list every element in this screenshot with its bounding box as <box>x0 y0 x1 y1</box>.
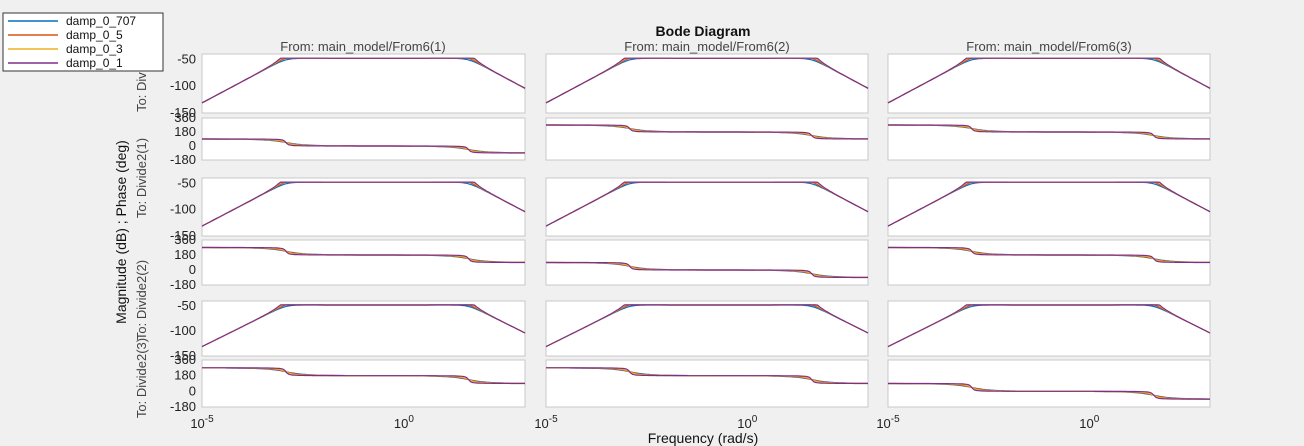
column-title-3: From: main_model/From6(3) <box>966 39 1131 54</box>
x-axis-label: Frequency (rad/s) <box>648 430 758 446</box>
magnitude-line-damp_0_1-r2-c1 <box>201 181 526 227</box>
magnitude-line-damp_0_1-r3-c2 <box>545 304 869 348</box>
magnitude-line-damp_0_1-r1-c3 <box>887 57 1211 104</box>
phase-ytick-label-r2: 0 <box>189 262 196 277</box>
phase-line-damp_0_1-r1-c3 <box>888 124 1210 140</box>
magnitude-line-damp_0_1-r3-c1 <box>201 304 526 348</box>
magnitude-ytick-label-r2: -150 <box>170 228 196 243</box>
column-title-2: From: main_model/From6(2) <box>624 39 789 54</box>
magnitude-ytick-label-r3: -50 <box>177 298 196 313</box>
x-tick-label-c3: 10-5 <box>876 414 900 431</box>
row-label-2: To: Divide2(1) <box>134 138 149 218</box>
x-tick-label-c1: 10-5 <box>190 414 214 431</box>
phase-line-damp_0_1-r3-c3 <box>888 382 1210 400</box>
magnitude-axes-r3-c1 <box>201 300 526 357</box>
phase-ytick-label-r3: 0 <box>189 383 196 398</box>
phase-ytick-label-r1: -180 <box>170 152 196 167</box>
x-tick-label-c2: 10-5 <box>534 414 558 431</box>
magnitude-axes-r2-c2 <box>545 177 869 237</box>
phase-ytick-label-r1: 360 <box>174 110 196 125</box>
magnitude-line-damp_0_1-r1-c1 <box>201 57 526 104</box>
phase-ytick-label-r3: 180 <box>174 368 196 383</box>
magnitude-ytick-label-r2: -50 <box>177 175 196 190</box>
magnitude-ytick-label-r3: -100 <box>170 323 196 338</box>
chart-title: Bode Diagram <box>656 23 751 39</box>
phase-line-damp_0_1-r3-c1 <box>202 367 525 385</box>
phase-line-damp_0_1-r3-c2 <box>546 367 868 385</box>
x-tick-label-c3: 100 <box>1079 414 1099 431</box>
magnitude-line-damp_0_1-r2-c2 <box>545 181 869 227</box>
magnitude-ytick-label-r2: -100 <box>170 202 196 217</box>
legend-label-damp_0_3: damp_0_3 <box>66 42 123 56</box>
phase-ytick-label-r2: 360 <box>174 232 196 247</box>
y-axis-label: Magnitude (dB) ; Phase (deg) <box>113 140 129 324</box>
phase-line-damp_0_1-r1-c1 <box>202 138 525 154</box>
legend-label-damp_0_707: damp_0_707 <box>66 14 136 28</box>
phase-line-damp_0_1-r1-c2 <box>546 124 868 140</box>
row-label-3: To: Divide2(2) <box>134 260 149 340</box>
magnitude-axes-r1-c1 <box>201 53 526 114</box>
magnitude-line-damp_0_1-r2-c3 <box>887 181 1211 227</box>
phase-line-damp_0_1-r2-c1 <box>202 246 525 264</box>
magnitude-ytick-label-r1: -100 <box>170 78 196 93</box>
row-label-1: To: Divid <box>134 62 149 112</box>
magnitude-axes-r1-c2 <box>545 53 869 114</box>
magnitude-axes-r1-c3 <box>887 53 1211 114</box>
x-tick-label-c2: 100 <box>737 414 757 431</box>
magnitude-axes-r2-c1 <box>201 177 526 237</box>
phase-ytick-label-r2: 180 <box>174 247 196 262</box>
row-label-4: To: Divide2(3) <box>134 338 149 418</box>
x-tick-label-c1: 100 <box>394 414 414 431</box>
magnitude-ytick-label-r1: -50 <box>177 51 196 66</box>
phase-line-damp_0_1-r2-c2 <box>546 261 868 279</box>
phase-ytick-label-r2: -180 <box>170 277 196 292</box>
magnitude-line-damp_0_1-r1-c2 <box>545 57 869 104</box>
magnitude-ytick-label-r1: -150 <box>170 105 196 120</box>
magnitude-axes-r3-c3 <box>887 300 1211 357</box>
magnitude-line-damp_0_1-r3-c3 <box>887 304 1211 348</box>
magnitude-axes-r3-c2 <box>545 300 869 357</box>
magnitude-axes-r2-c3 <box>887 177 1211 237</box>
column-title-1: From: main_model/From6(1) <box>280 39 445 54</box>
magnitude-ytick-label-r3: -150 <box>170 348 196 363</box>
legend-label-damp_0_1: damp_0_1 <box>66 56 123 70</box>
phase-line-damp_0_1-r2-c3 <box>888 246 1210 264</box>
legend-box <box>2 12 164 72</box>
phase-ytick-label-r1: 0 <box>189 138 196 153</box>
legend-label-damp_0_5: damp_0_5 <box>66 28 123 42</box>
phase-ytick-label-r3: 360 <box>174 352 196 367</box>
phase-ytick-label-r3: -180 <box>170 399 196 414</box>
phase-ytick-label-r1: 180 <box>174 124 196 139</box>
